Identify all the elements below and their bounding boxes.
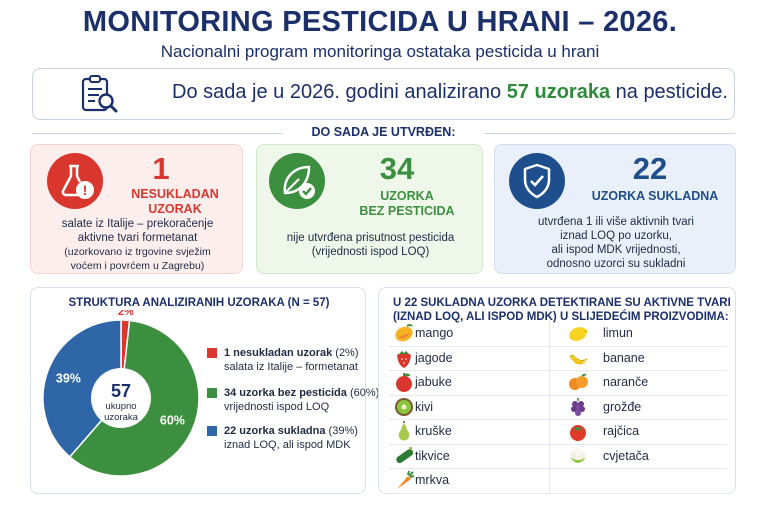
banana-icon [569, 354, 588, 365]
product-label: jagode [415, 350, 453, 365]
pie-chart: 57 ukupno uzoraka 2% 60% 39% [42, 310, 200, 477]
card-compliant: 22 UZORKA SUKLADNA utvrđena 1 ili više a… [494, 144, 736, 274]
product-label: rajčica [603, 424, 640, 438]
page-title: MONITORING PESTICIDA U HRANI – 2026. [82, 6, 678, 38]
product-item: grožđe [567, 395, 717, 419]
product-label: jabuke [415, 375, 452, 389]
cauliflower-icon [570, 447, 586, 463]
product-item: naranče [567, 370, 717, 394]
divider [549, 321, 550, 493]
pie-slice-compliant [42, 319, 122, 458]
product-item: jagode [393, 346, 543, 370]
product-item: rajčica [567, 419, 717, 443]
zucchini-icon [396, 446, 414, 463]
page-subtitle: Nacionalni program monitoringa ostataka … [160, 42, 600, 61]
pie-title: STRUKTURA ANALIZIRANIH UZORAKA (N = 57) [68, 297, 330, 309]
product-label: tikvice [415, 448, 450, 463]
divider [389, 468, 727, 469]
pie-center-number: 57 [111, 381, 131, 401]
product-item: tikvice [393, 444, 543, 468]
no-pesticides-heading: UZORKA BEZ PESTICIDA [359, 189, 455, 218]
divider [389, 443, 727, 445]
divider [389, 394, 727, 396]
summary-count: 57 uzoraka [506, 81, 611, 103]
product-label: grožđe [603, 399, 642, 414]
divider [389, 492, 727, 494]
product-item: cvjetača [567, 444, 717, 468]
divider [389, 345, 727, 347]
divider [32, 133, 282, 134]
product-item: kruške [393, 419, 543, 443]
summary-text: Do sada je u 2026. godini analizirano 57… [172, 81, 728, 103]
legend-swatch [207, 426, 217, 436]
legend-swatch [207, 348, 217, 358]
tomato-icon [570, 425, 586, 441]
product-label: mango [415, 326, 454, 340]
pie-center-label: uzoraka [104, 412, 139, 423]
grapes-icon [571, 397, 585, 416]
product-label: naranče [603, 375, 649, 389]
product-label: mrkva [415, 473, 450, 487]
product-label: kivi [415, 399, 434, 414]
strawberry-icon [397, 350, 411, 368]
summary-box: Do sada je u 2026. godini analizirano 57… [32, 68, 735, 120]
divider [389, 419, 727, 420]
product-label: banane [603, 350, 645, 365]
divider [389, 370, 727, 371]
legend-swatch [207, 388, 217, 398]
product-item: limun [567, 321, 717, 345]
products-title: U 22 SUKLADNA UZORKA DETEKTIRANE SU AKTI… [393, 297, 731, 323]
section-header: DO SADA JE UTVRĐEN: [32, 124, 735, 142]
apple-icon [396, 373, 412, 392]
kiwi-icon [395, 397, 413, 416]
noncompliant-description: salate iz Italije – prekoračenje aktivne… [61, 218, 214, 272]
pie-percent-label: 39% [56, 371, 81, 385]
pie-center-label: ukupno [105, 401, 136, 412]
section-label: DO SADA JE UTVRĐEN: [311, 125, 456, 139]
card-no-pesticides: 34 UZORKA BEZ PESTICIDA nije utvrđena pr… [256, 144, 483, 274]
product-label: limun [603, 326, 633, 340]
shield-check-icon [509, 153, 565, 209]
pie-percent-label: 60% [160, 414, 185, 428]
product-label: cvjetača [603, 448, 649, 463]
noncompliant-heading: NESUKLADAN UZORAK [131, 187, 219, 216]
carrot-icon [397, 470, 415, 489]
no-pesticides-description: nije utvrđena prisutnost pesticida (vrij… [286, 232, 455, 258]
no-pesticides-count: 34 [379, 151, 415, 186]
mango-icon [395, 324, 413, 342]
divider [485, 133, 735, 134]
svg-text:!: ! [83, 182, 88, 198]
compliant-count: 22 [632, 151, 668, 186]
noncompliant-count: 1 [152, 151, 170, 186]
flask-warning-icon: ! [47, 153, 103, 209]
product-item: banane [567, 346, 717, 370]
compliant-heading: UZORKA SUKLADNA [591, 189, 719, 203]
orange-icon [569, 373, 588, 390]
clipboard-search-icon [81, 75, 118, 113]
product-label: kruške [415, 424, 452, 438]
products-panel: U 22 SUKLADNA UZORKA DETEKTIRANE SU AKTI… [378, 287, 736, 494]
product-item: mrkva [393, 468, 543, 492]
product-item: mango [393, 321, 543, 345]
lemon-icon [569, 327, 588, 341]
product-item: kivi [393, 395, 543, 419]
compliant-description: utvrđena 1 ili više aktivnih tvari iznad… [538, 216, 694, 270]
pie-percent-label: 2% [118, 310, 134, 318]
leaf-check-icon [269, 153, 325, 209]
card-noncompliant: ! 1 NESUKLADAN UZORAK salate iz Italije … [30, 144, 243, 274]
product-item: jabuke [393, 370, 543, 394]
pie-panel: STRUKTURA ANALIZIRANIH UZORAKA (N = 57) … [30, 287, 379, 494]
pear-icon [398, 421, 410, 441]
